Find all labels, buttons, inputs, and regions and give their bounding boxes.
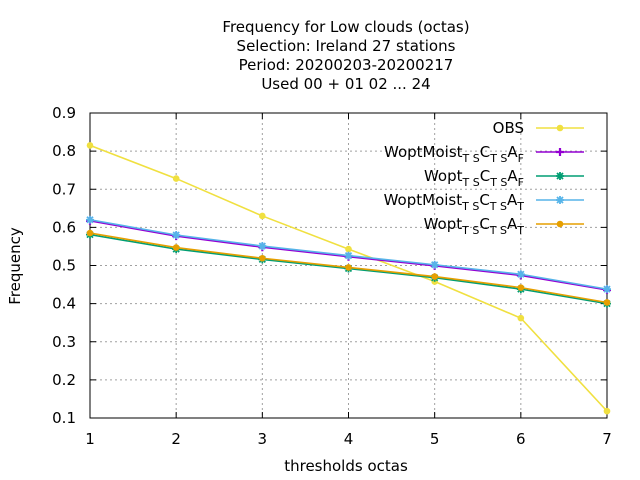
x-tick-label: 7 — [602, 430, 612, 448]
data-point — [430, 260, 439, 269]
legend-subscript: T S — [461, 200, 479, 213]
y-tick-label: 0.4 — [52, 295, 76, 313]
data-point — [603, 285, 611, 294]
y-tick-label: 0.1 — [52, 409, 76, 427]
legend-subscript: T S — [461, 224, 479, 237]
chart-title: Frequency for Low clouds (octas)Selectio… — [222, 18, 469, 93]
data-point — [172, 175, 180, 182]
legend-text-part: WoptMoist — [384, 191, 463, 209]
legend-item: WoptMoistT SCT SAT — [384, 191, 584, 213]
legend-label: WoptT SCT SAT — [424, 215, 525, 237]
legend-subscript: T — [516, 224, 524, 237]
data-point — [516, 270, 525, 279]
legend-text-part: OBS — [493, 119, 524, 137]
legend-item: WoptT SCT SAT — [424, 215, 584, 237]
legend-label: WoptMoistT SCT SAF — [384, 143, 524, 165]
legend-label: WoptT SCT SAF — [424, 167, 524, 189]
grid — [90, 113, 607, 418]
legend-text-part: A — [507, 191, 518, 209]
y-tick-label: 0.3 — [52, 333, 76, 351]
legend-swatch-marker — [556, 220, 564, 228]
data-point — [86, 215, 94, 224]
title-line-2: Selection: Ireland 27 stations — [237, 37, 456, 55]
legend-item: OBS — [493, 119, 584, 137]
legend-text-part: Wopt — [424, 167, 463, 185]
legend-subscript: T S — [489, 176, 507, 189]
data-point — [86, 142, 94, 149]
y-tick-label: 0.5 — [52, 257, 76, 275]
legend-item: WoptT SCT SAF — [424, 167, 584, 189]
legend-swatch-marker — [556, 148, 564, 156]
legend-text-part: C — [480, 167, 490, 185]
legend-text-part: WoptMoist — [384, 143, 463, 161]
x-axis-label: thresholds octas — [284, 457, 408, 475]
x-tick-label: 5 — [430, 430, 440, 448]
legend-text-part: C — [479, 215, 489, 233]
legend-label: WoptMoistT SCT SAT — [384, 191, 525, 213]
title-line-1: Frequency for Low clouds (octas) — [222, 18, 469, 36]
x-tick-label: 3 — [258, 430, 268, 448]
data-point — [86, 229, 94, 237]
legend-text-part: C — [480, 143, 490, 161]
data-point — [259, 212, 266, 220]
legend-text-part: A — [507, 167, 518, 185]
legend-text-part: C — [479, 191, 489, 209]
legend-text-part: A — [507, 143, 518, 161]
title-line-4: Used 00 + 01 02 ... 24 — [261, 75, 430, 93]
x-tick-label: 4 — [344, 430, 354, 448]
y-tick-label: 0.8 — [52, 142, 76, 160]
data-point — [517, 314, 525, 322]
data-point — [345, 245, 352, 253]
data-point — [517, 284, 525, 291]
y-axis-label: Frequency — [6, 227, 24, 305]
legend-subscript: F — [518, 152, 524, 165]
data-point — [603, 407, 611, 415]
data-point — [431, 273, 438, 280]
series-5 — [86, 229, 611, 306]
legend-subscript: T S — [462, 152, 480, 165]
series-group — [86, 142, 611, 415]
x-tick-label: 1 — [85, 430, 95, 448]
y-tick-label: 0.6 — [52, 218, 76, 236]
y-axis-ticks: 0.1 0.2 0.3 0.4 0.5 0.6 0.7 0.8 0.9 — [52, 104, 607, 427]
legend-swatch-marker — [556, 196, 564, 204]
legend-swatch-marker — [556, 124, 564, 132]
data-point — [345, 264, 352, 271]
data-point — [603, 299, 611, 306]
legend-text-part: A — [507, 215, 518, 233]
data-point — [172, 231, 181, 239]
title-line-3: Period: 20200203-20200217 — [239, 56, 454, 74]
legend-subscript: T S — [462, 176, 480, 189]
data-point — [172, 244, 180, 251]
legend-text-part: Wopt — [424, 215, 463, 233]
legend-item: WoptMoistT SCT SAF — [384, 143, 584, 165]
legend-subscript: F — [518, 176, 524, 189]
legend-subscript: T S — [489, 152, 507, 165]
data-point — [259, 254, 266, 262]
x-tick-label: 6 — [516, 430, 526, 448]
legend-subscript: T S — [489, 224, 507, 237]
legend-label: OBS — [493, 119, 524, 137]
y-tick-label: 0.7 — [52, 180, 76, 198]
legend-swatch-marker — [556, 172, 564, 180]
y-tick-label: 0.9 — [52, 104, 76, 122]
legend-subscript: T S — [489, 200, 507, 213]
data-point — [344, 251, 353, 260]
x-tick-label: 2 — [171, 430, 181, 448]
data-point — [258, 242, 267, 251]
x-axis-ticks: 1 2 3 4 5 6 7 — [85, 113, 612, 448]
y-tick-label: 0.2 — [52, 371, 76, 389]
series-4 — [86, 215, 611, 294]
legend-subscript: T — [516, 200, 524, 213]
